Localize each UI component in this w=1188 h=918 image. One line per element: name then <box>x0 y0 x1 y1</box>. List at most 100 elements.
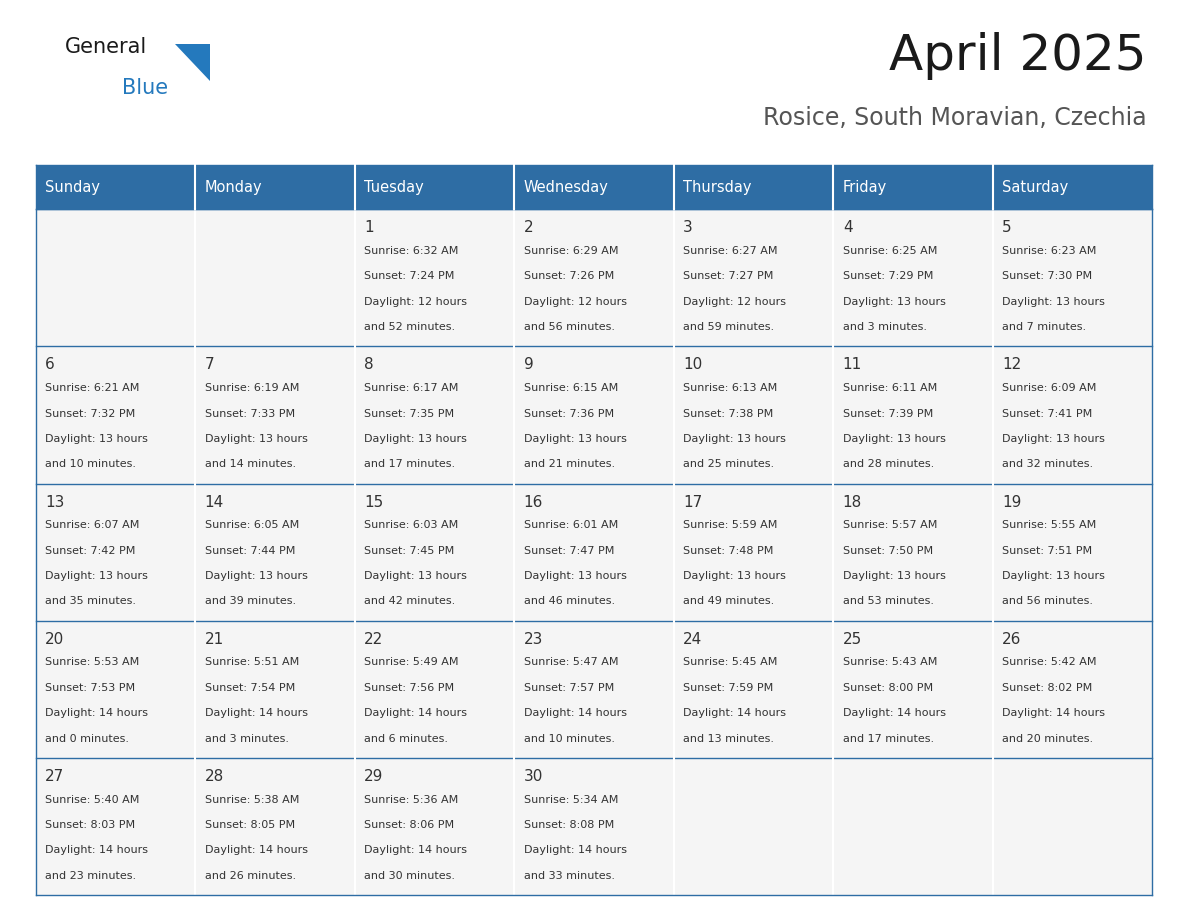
Text: Daylight: 13 hours: Daylight: 13 hours <box>842 297 946 307</box>
Text: Daylight: 12 hours: Daylight: 12 hours <box>683 297 786 307</box>
Text: and 6 minutes.: and 6 minutes. <box>365 733 448 744</box>
Text: Thursday: Thursday <box>683 180 752 195</box>
Text: Sunrise: 5:36 AM: Sunrise: 5:36 AM <box>365 795 459 804</box>
Text: Sunset: 7:45 PM: Sunset: 7:45 PM <box>365 545 455 555</box>
Text: Friday: Friday <box>842 180 887 195</box>
Text: Sunrise: 6:23 AM: Sunrise: 6:23 AM <box>1003 246 1097 256</box>
Text: Sunrise: 5:34 AM: Sunrise: 5:34 AM <box>524 795 618 804</box>
Text: Sunset: 7:51 PM: Sunset: 7:51 PM <box>1003 545 1093 555</box>
Text: Daylight: 13 hours: Daylight: 13 hours <box>365 571 467 581</box>
Bar <box>195 758 355 895</box>
Bar <box>36 758 195 895</box>
Text: 25: 25 <box>842 632 862 647</box>
Text: and 59 minutes.: and 59 minutes. <box>683 322 775 332</box>
Text: Sunrise: 5:40 AM: Sunrise: 5:40 AM <box>45 795 139 804</box>
Text: 1: 1 <box>365 220 374 235</box>
Text: 16: 16 <box>524 495 543 509</box>
Text: 2: 2 <box>524 220 533 235</box>
Text: Daylight: 13 hours: Daylight: 13 hours <box>204 571 308 581</box>
Text: Sunrise: 6:13 AM: Sunrise: 6:13 AM <box>683 383 777 393</box>
Text: Sunrise: 6:21 AM: Sunrise: 6:21 AM <box>45 383 139 393</box>
Text: Tuesday: Tuesday <box>365 180 424 195</box>
Text: Sunrise: 5:47 AM: Sunrise: 5:47 AM <box>524 657 618 667</box>
Bar <box>355 346 514 484</box>
Text: Daylight: 13 hours: Daylight: 13 hours <box>1003 434 1105 444</box>
Text: Sunrise: 6:25 AM: Sunrise: 6:25 AM <box>842 246 937 256</box>
Text: and 20 minutes.: and 20 minutes. <box>1003 733 1093 744</box>
Text: Sunset: 7:38 PM: Sunset: 7:38 PM <box>683 409 773 419</box>
Text: Sunrise: 5:55 AM: Sunrise: 5:55 AM <box>1003 521 1097 531</box>
Bar <box>195 484 355 621</box>
Text: Daylight: 13 hours: Daylight: 13 hours <box>524 571 626 581</box>
Bar <box>674 484 833 621</box>
Text: Sunrise: 6:32 AM: Sunrise: 6:32 AM <box>365 246 459 256</box>
Text: and 10 minutes.: and 10 minutes. <box>524 733 614 744</box>
Text: and 30 minutes.: and 30 minutes. <box>365 871 455 880</box>
Text: 18: 18 <box>842 495 862 509</box>
Text: Daylight: 13 hours: Daylight: 13 hours <box>683 571 786 581</box>
Text: and 3 minutes.: and 3 minutes. <box>842 322 927 332</box>
Text: Sunset: 7:33 PM: Sunset: 7:33 PM <box>204 409 295 419</box>
Text: Sunset: 8:03 PM: Sunset: 8:03 PM <box>45 820 135 830</box>
Text: and 49 minutes.: and 49 minutes. <box>683 597 775 607</box>
Text: Sunset: 7:44 PM: Sunset: 7:44 PM <box>204 545 295 555</box>
Text: Sunset: 8:06 PM: Sunset: 8:06 PM <box>365 820 454 830</box>
Text: and 23 minutes.: and 23 minutes. <box>45 871 137 880</box>
Text: Sunrise: 5:42 AM: Sunrise: 5:42 AM <box>1003 657 1097 667</box>
Text: Sunrise: 6:11 AM: Sunrise: 6:11 AM <box>842 383 937 393</box>
Text: Blue: Blue <box>122 78 169 98</box>
Text: Daylight: 14 hours: Daylight: 14 hours <box>365 845 467 856</box>
Text: 19: 19 <box>1003 495 1022 509</box>
Text: Daylight: 13 hours: Daylight: 13 hours <box>842 434 946 444</box>
Text: 29: 29 <box>365 769 384 784</box>
Text: and 56 minutes.: and 56 minutes. <box>524 322 614 332</box>
Text: Daylight: 13 hours: Daylight: 13 hours <box>683 434 786 444</box>
Text: 27: 27 <box>45 769 64 784</box>
Bar <box>514 346 674 484</box>
Text: Daylight: 14 hours: Daylight: 14 hours <box>45 845 148 856</box>
Text: Sunrise: 5:38 AM: Sunrise: 5:38 AM <box>204 795 299 804</box>
Bar <box>36 165 1152 209</box>
Text: Daylight: 14 hours: Daylight: 14 hours <box>204 708 308 718</box>
Text: and 0 minutes.: and 0 minutes. <box>45 733 129 744</box>
Bar <box>674 346 833 484</box>
Text: Sunset: 7:53 PM: Sunset: 7:53 PM <box>45 683 135 693</box>
Bar <box>833 209 993 346</box>
Bar <box>514 209 674 346</box>
Text: and 10 minutes.: and 10 minutes. <box>45 459 137 469</box>
Text: Sunset: 7:27 PM: Sunset: 7:27 PM <box>683 272 773 282</box>
Text: Daylight: 13 hours: Daylight: 13 hours <box>45 571 148 581</box>
Text: and 25 minutes.: and 25 minutes. <box>683 459 775 469</box>
Text: Daylight: 14 hours: Daylight: 14 hours <box>683 708 786 718</box>
Text: 8: 8 <box>365 357 374 373</box>
Text: Daylight: 13 hours: Daylight: 13 hours <box>842 571 946 581</box>
Text: 17: 17 <box>683 495 702 509</box>
Text: 5: 5 <box>1003 220 1012 235</box>
Bar <box>355 484 514 621</box>
Text: Daylight: 13 hours: Daylight: 13 hours <box>204 434 308 444</box>
Bar <box>833 484 993 621</box>
Bar <box>195 346 355 484</box>
Text: 15: 15 <box>365 495 384 509</box>
Text: Sunrise: 6:01 AM: Sunrise: 6:01 AM <box>524 521 618 531</box>
Bar <box>36 621 195 758</box>
Text: Sunset: 7:29 PM: Sunset: 7:29 PM <box>842 272 934 282</box>
Text: Sunrise: 6:09 AM: Sunrise: 6:09 AM <box>1003 383 1097 393</box>
Bar <box>674 621 833 758</box>
Text: Sunrise: 6:07 AM: Sunrise: 6:07 AM <box>45 521 139 531</box>
Text: Sunrise: 6:05 AM: Sunrise: 6:05 AM <box>204 521 299 531</box>
Text: Rosice, South Moravian, Czechia: Rosice, South Moravian, Czechia <box>763 106 1146 129</box>
Text: and 52 minutes.: and 52 minutes. <box>365 322 455 332</box>
Text: Sunset: 7:59 PM: Sunset: 7:59 PM <box>683 683 773 693</box>
Text: 9: 9 <box>524 357 533 373</box>
Text: 6: 6 <box>45 357 55 373</box>
Bar <box>355 621 514 758</box>
Text: Sunset: 7:24 PM: Sunset: 7:24 PM <box>365 272 455 282</box>
Text: April 2025: April 2025 <box>889 32 1146 80</box>
Bar <box>993 484 1152 621</box>
Text: and 32 minutes.: and 32 minutes. <box>1003 459 1093 469</box>
Text: Sunrise: 6:03 AM: Sunrise: 6:03 AM <box>365 521 459 531</box>
Text: 23: 23 <box>524 632 543 647</box>
Text: Daylight: 13 hours: Daylight: 13 hours <box>1003 297 1105 307</box>
Text: Daylight: 14 hours: Daylight: 14 hours <box>524 708 627 718</box>
